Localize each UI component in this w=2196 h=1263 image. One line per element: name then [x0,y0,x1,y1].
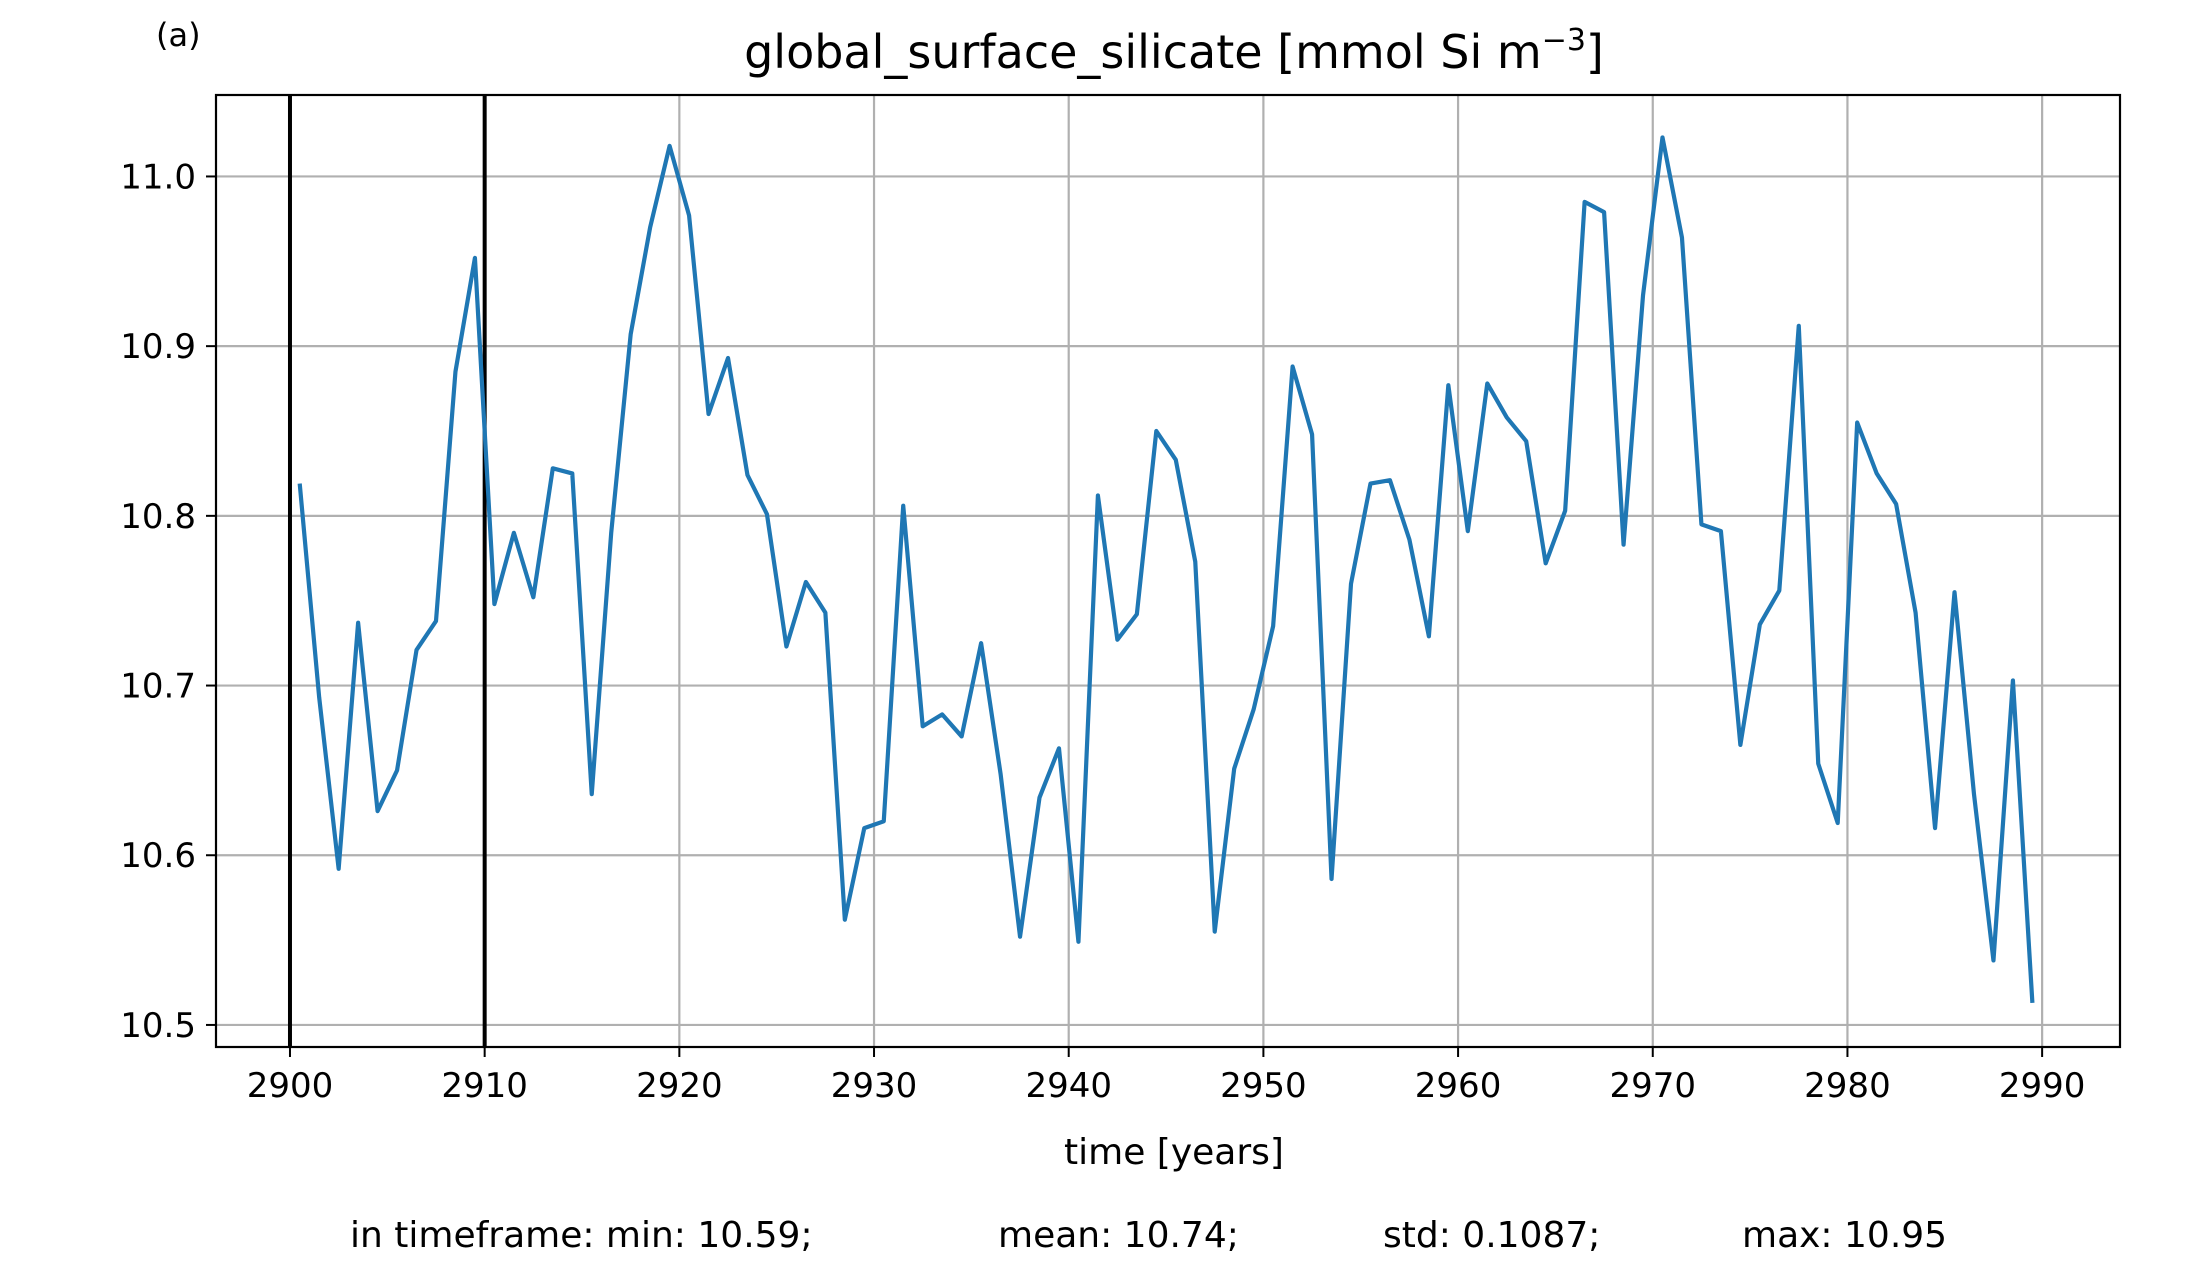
y-tick-label: 10.9 [120,327,196,367]
chart-title-suffix: ] [1586,25,1604,79]
panel-label: (a) [156,16,201,54]
x-tick-label: 2980 [1804,1066,1891,1106]
x-tick-label: 2920 [636,1066,723,1106]
x-tick-label: 2930 [831,1066,918,1106]
grid-layer [216,95,2120,1047]
chart-title: global_surface_silicate [mmol Si m−3] [744,23,1604,79]
stat-mean: mean: 10.74; [998,1215,1239,1256]
stat-std: std: 0.1087; [1383,1215,1600,1256]
series-line [297,135,2035,1004]
x-axis-label: time [years] [1064,1132,1284,1173]
y-tick-label: 10.7 [120,667,196,707]
x-tick-label: 2940 [1025,1066,1112,1106]
series-layer [297,135,2035,1004]
x-tick-label: 2990 [1999,1066,2086,1106]
x-tick-label: 2960 [1415,1066,1502,1106]
y-axis-ticks: 10.5 10.6 10.7 10.8 10.9 11.0 [120,157,216,1046]
plot-frame [214,93,2122,1049]
x-tick-label: 2950 [1220,1066,1307,1106]
vline-layer [287,95,487,1047]
x-tick-label: 2900 [247,1066,334,1106]
x-tick-label: 2910 [441,1066,528,1106]
y-tick-label: 10.5 [120,1006,196,1046]
y-tick-label: 11.0 [120,157,196,197]
y-tick-label: 10.8 [120,497,196,537]
x-tick-label: 2970 [1609,1066,1696,1106]
stat-max: max: 10.95 [1742,1215,1947,1256]
x-axis-ticks: 2900 2910 2920 2930 2940 2950 2960 2970 2980 2990 [247,1047,2086,1106]
stat-min: in timeframe: min: 10.59; [350,1215,813,1256]
chart-title-superscript: −3 [1542,23,1586,58]
y-tick-label: 10.6 [120,836,196,876]
chart-title-base: global_surface_silicate [mmol Si m [744,25,1542,79]
